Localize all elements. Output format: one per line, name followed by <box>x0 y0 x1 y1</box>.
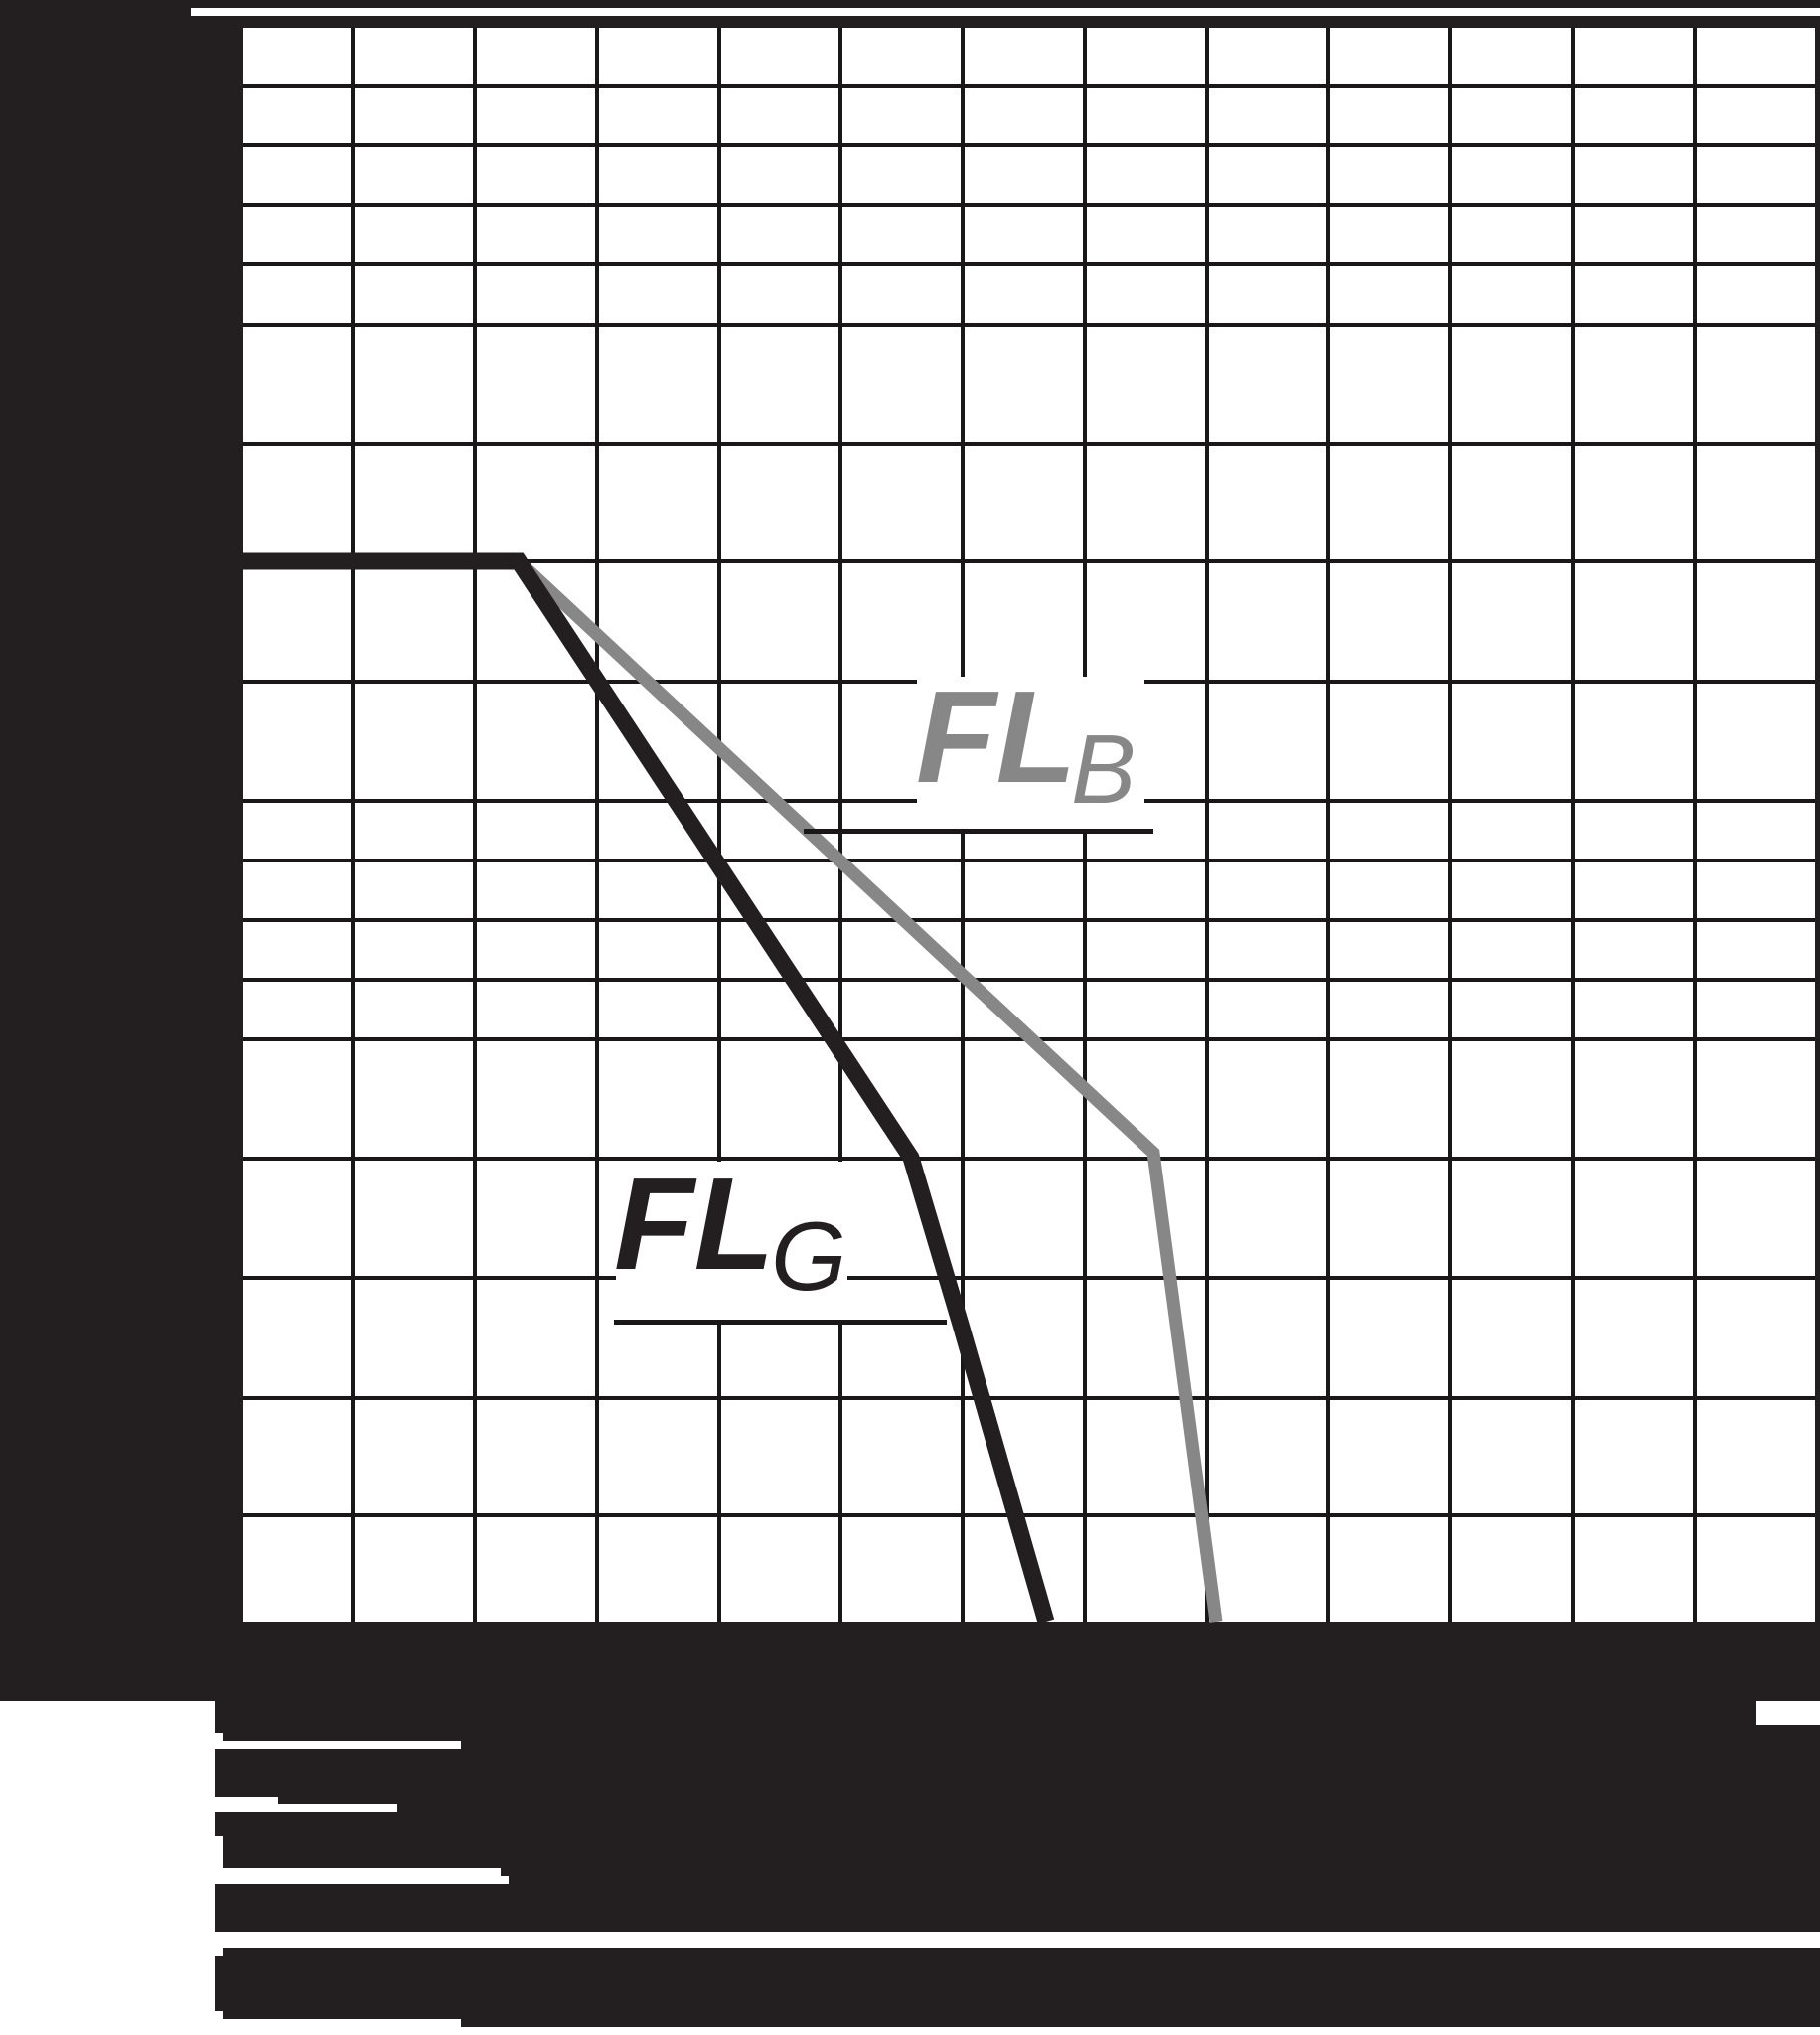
fl-g-label-subscript: G <box>771 1201 846 1311</box>
right-border <box>1815 16 1820 1701</box>
white-strip-1 <box>215 1741 461 1749</box>
bottom-caption-redaction <box>215 1701 1820 2027</box>
fl-g-label-background <box>616 1162 847 1320</box>
bottom-axis-redaction <box>0 1622 1820 1701</box>
series-line-flb <box>514 556 1223 1623</box>
white-strip-4 <box>215 1932 1820 1948</box>
fl-g-label: FL G <box>614 1151 947 1325</box>
top-left-dark <box>0 8 191 16</box>
fl-b-label-subscript: B <box>1071 714 1136 824</box>
bottom-left-white <box>0 1701 215 2035</box>
top-border-dark <box>0 16 1820 28</box>
fl-g-label-underline <box>614 1320 947 1325</box>
fl-b-label-main: FL <box>916 664 1076 810</box>
white-strip-2b <box>278 1804 397 1812</box>
top-right-white-notch <box>1756 1701 1820 1725</box>
fl-b-label: FL B <box>804 664 1153 834</box>
series-layer <box>243 552 1223 1625</box>
fl-b-label-underline <box>804 829 1153 834</box>
white-strip-3b <box>215 1876 509 1884</box>
top-dark-bar <box>0 0 1820 8</box>
bottom-white <box>461 2027 1820 2035</box>
vertical-gridlines <box>351 28 1697 1622</box>
fl-b-label-background <box>917 677 1144 830</box>
white-notch-2 <box>215 1836 223 1876</box>
series-line-flg <box>243 552 1055 1625</box>
fl-g-label-main: FL <box>614 1151 774 1297</box>
white-strip-3a <box>223 1868 501 1876</box>
top-white-strip <box>191 8 1820 16</box>
bottom-white-left <box>215 2019 461 2035</box>
white-notch-3 <box>215 1948 223 1956</box>
white-strip-2a <box>215 1797 278 1812</box>
white-notch-1 <box>215 1733 223 1741</box>
left-axis-redaction <box>0 16 243 1701</box>
